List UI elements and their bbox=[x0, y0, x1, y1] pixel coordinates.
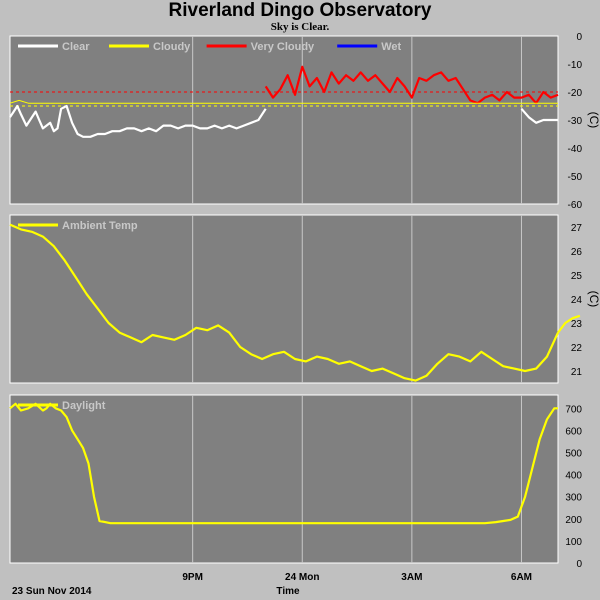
series-cloud-0 bbox=[9, 104, 267, 138]
series-temp-0 bbox=[9, 223, 559, 382]
ytick-cloud-1: -10 bbox=[568, 60, 583, 71]
axes-layer: 0 -10 -20 -30 -40 -50 -60 (C) 21 22 23 24 25 26 27 (C) 0… bbox=[182, 32, 600, 583]
ytick-cloud-4: -40 bbox=[568, 144, 583, 155]
panel-temp-bg bbox=[9, 214, 559, 384]
legend-label-temp-0: Ambient Temp bbox=[62, 220, 138, 232]
ytick-cloud-5: -50 bbox=[568, 172, 583, 183]
ytick-temp-4: 25 bbox=[571, 271, 583, 282]
series-cloud-2 bbox=[9, 99, 558, 104]
series-temp-1 bbox=[557, 314, 581, 334]
ytick-cloud-0: 0 bbox=[576, 32, 582, 43]
ytick-daylight-2: 200 bbox=[565, 515, 582, 526]
x-axis-label: Time bbox=[276, 586, 300, 597]
page-title: Riverland Dingo Observatory bbox=[168, 0, 432, 21]
ytick-temp-0: 21 bbox=[571, 367, 583, 378]
ytick-temp-3: 24 bbox=[571, 295, 583, 306]
ytick-cloud-3: -30 bbox=[568, 116, 583, 127]
xtick-2: 3AM bbox=[401, 572, 422, 583]
series-cloud-3 bbox=[520, 108, 558, 124]
ytick-temp-5: 26 bbox=[571, 247, 583, 258]
ytick-daylight-0: 0 bbox=[576, 559, 582, 570]
grid-layer bbox=[10, 36, 558, 563]
sky-status: Sky is Clear. bbox=[270, 21, 330, 33]
ytick-daylight-4: 400 bbox=[565, 471, 582, 482]
ytick-daylight-3: 300 bbox=[565, 493, 582, 504]
xtick-3: 6AM bbox=[511, 572, 532, 583]
ytick-temp-6: 27 bbox=[571, 223, 583, 234]
series-cloud-1 bbox=[264, 65, 559, 105]
legend-label-cloud-1: Cloudy bbox=[153, 41, 191, 53]
xtick-1: 24 Mon bbox=[285, 572, 319, 583]
ytick-daylight-5: 500 bbox=[565, 448, 582, 459]
ytick-cloud-6: -60 bbox=[568, 200, 583, 211]
panel-cloud-bg bbox=[9, 35, 559, 205]
ytick-temp-2: 23 bbox=[571, 319, 583, 330]
legend-label-daylight-0: Daylight bbox=[62, 400, 106, 412]
legend-label-cloud-3: Wet bbox=[381, 41, 401, 53]
ylabel-cloud: (C) bbox=[587, 112, 600, 129]
legend-label-cloud-0: Clear bbox=[62, 41, 90, 53]
ytick-cloud-2: -20 bbox=[568, 88, 583, 99]
ytick-temp-1: 22 bbox=[571, 343, 583, 354]
footer-date: 23 Sun Nov 2014 bbox=[12, 586, 92, 597]
panel-daylight-bg bbox=[9, 394, 559, 564]
ytick-daylight-7: 700 bbox=[565, 404, 582, 415]
ytick-daylight-6: 600 bbox=[565, 426, 582, 437]
legend-label-cloud-2: Very Cloudy bbox=[251, 41, 315, 53]
xtick-0: 9PM bbox=[182, 572, 203, 583]
ytick-daylight-1: 100 bbox=[565, 537, 582, 548]
legend-layer: Clear Cloudy Very Cloudy Wet Ambient Temp Day… bbox=[18, 41, 402, 412]
ylabel-temp: (C) bbox=[587, 291, 600, 308]
